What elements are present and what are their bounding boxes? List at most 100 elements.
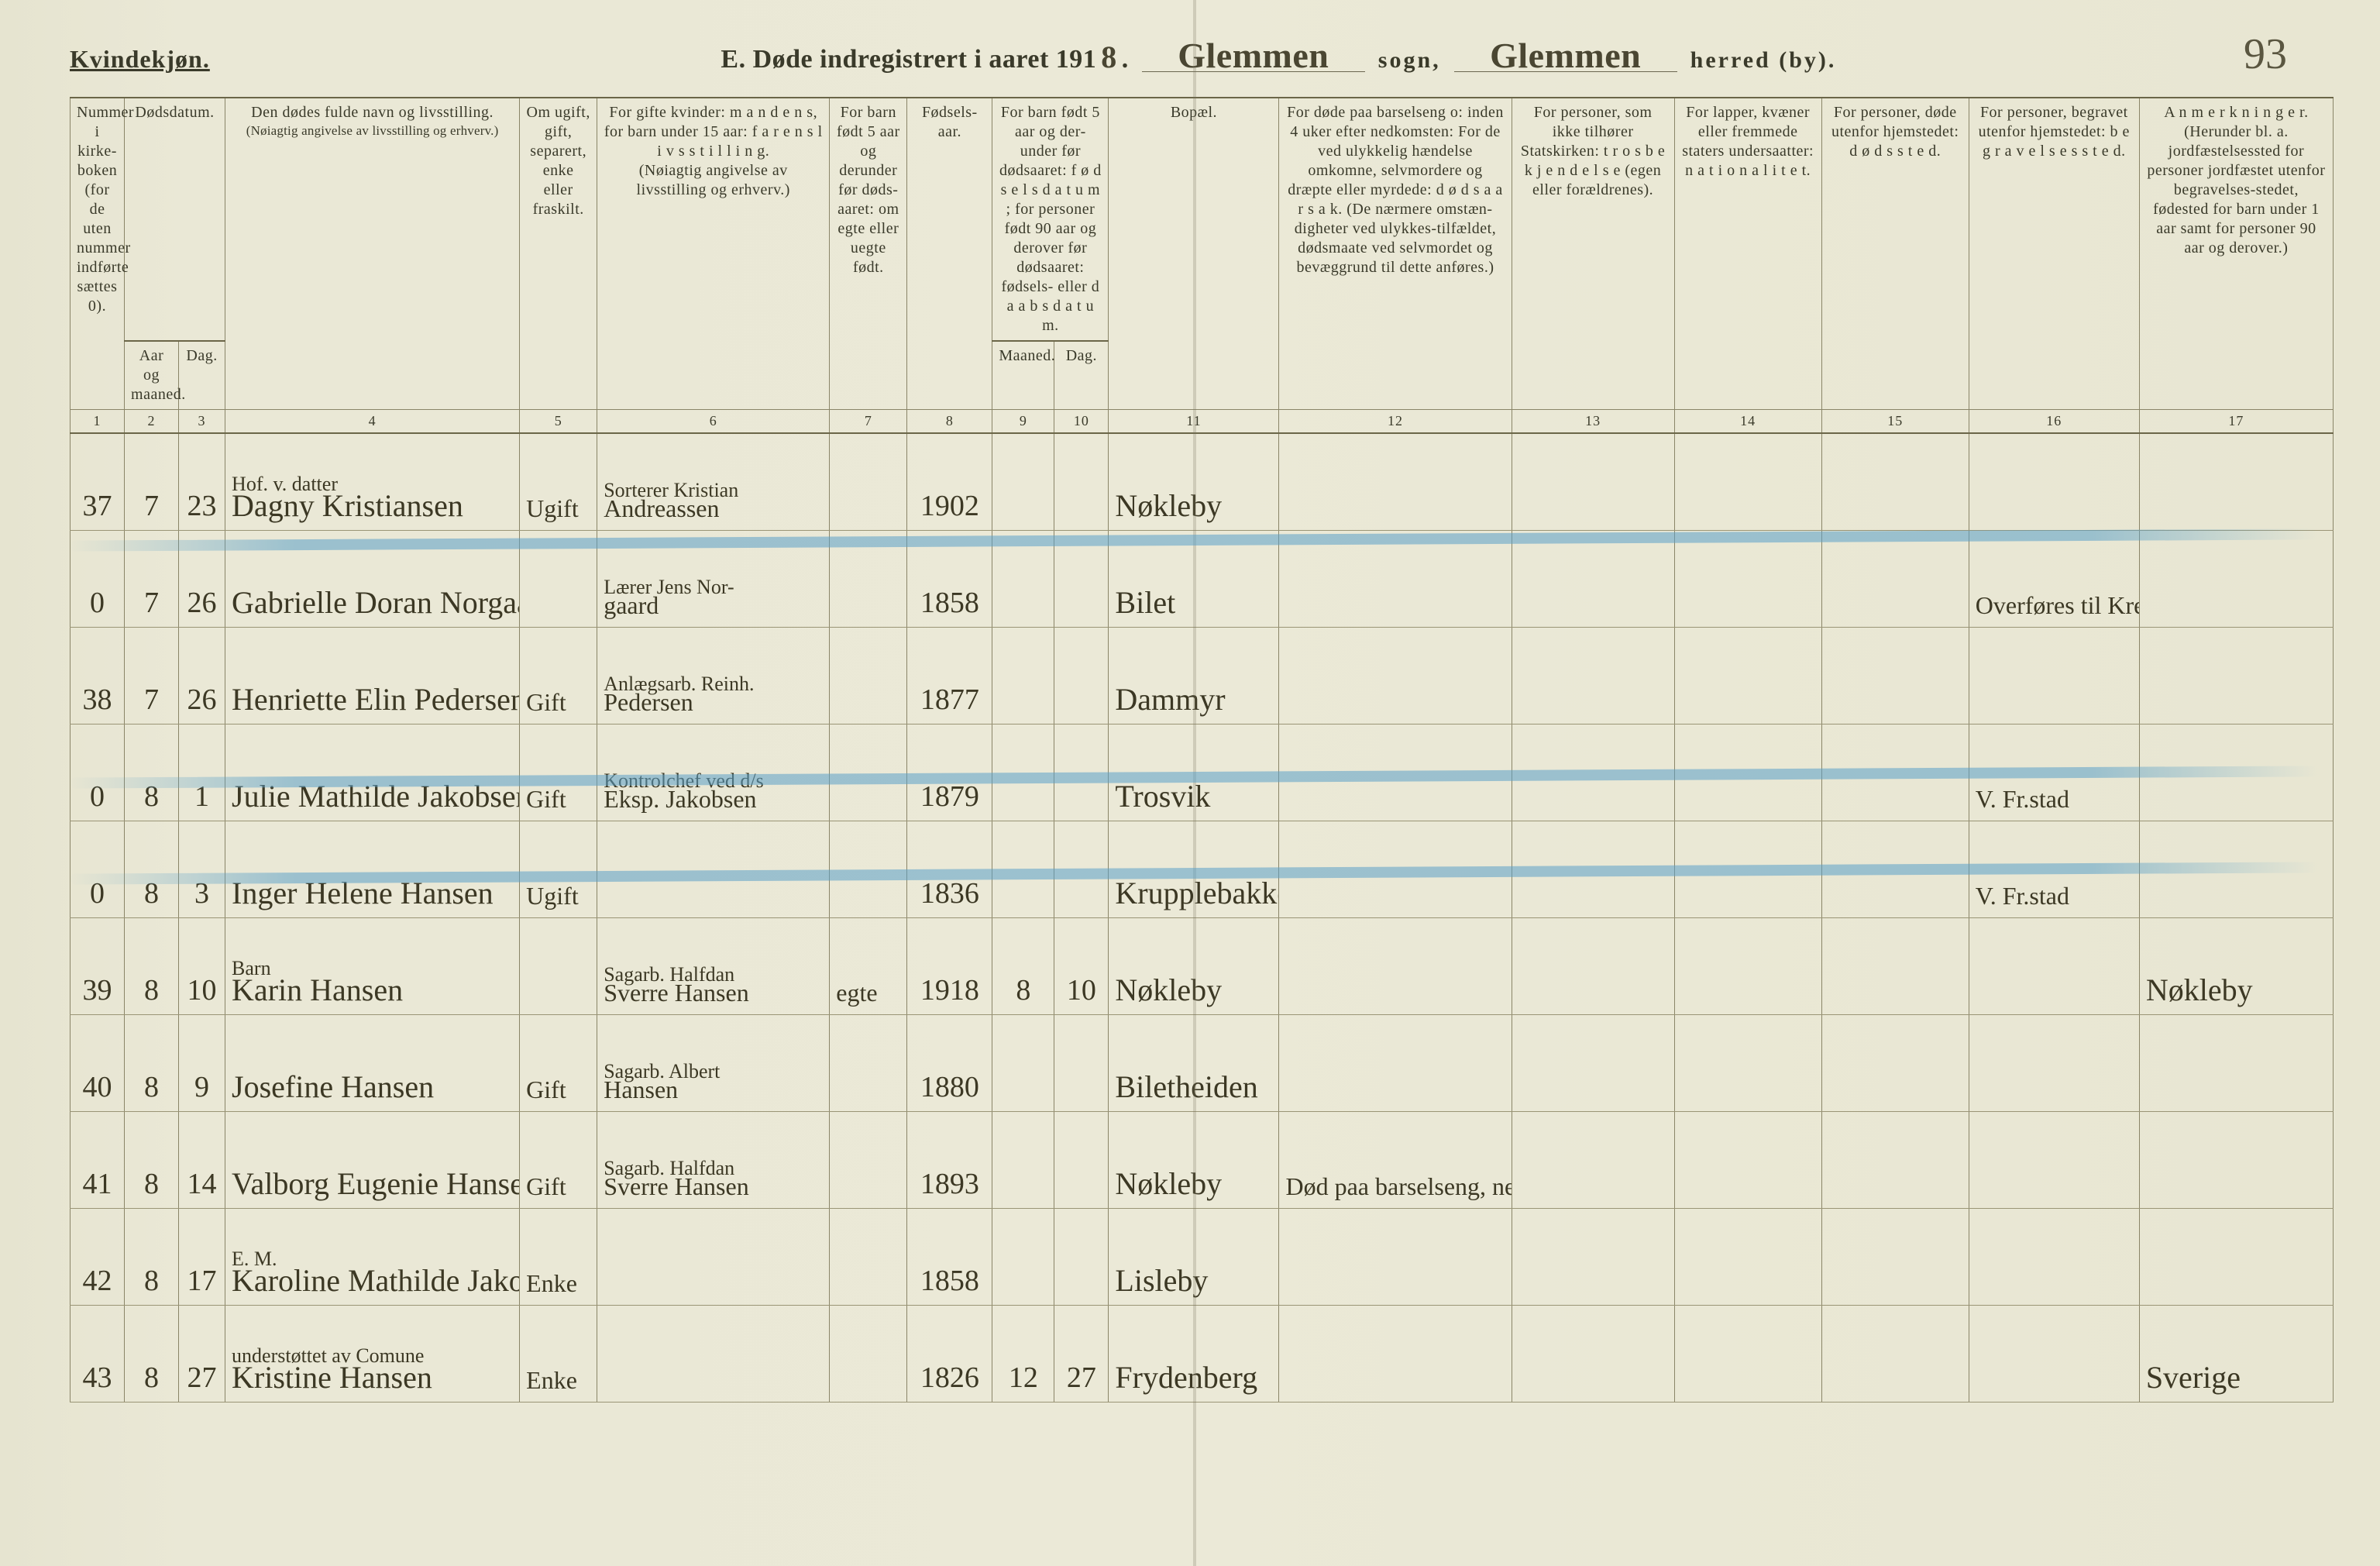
cell-text: Enke bbox=[526, 1269, 577, 1297]
table-cell bbox=[1821, 1306, 1969, 1403]
table-cell: Sorterer KristianAndreassen bbox=[597, 433, 830, 531]
table-cell: 14 bbox=[179, 1112, 225, 1209]
table-cell bbox=[597, 821, 830, 918]
col-header: For personer, døde utenfor hjemstedet: d… bbox=[1821, 98, 1969, 410]
table-cell: 1877 bbox=[907, 628, 992, 724]
cell-text: egte bbox=[836, 979, 877, 1007]
table-cell bbox=[1821, 724, 1969, 821]
cell-text: 27 bbox=[187, 1361, 217, 1394]
cell-text: Karoline Mathilde Jakobsen bbox=[232, 1263, 520, 1298]
table-cell bbox=[1054, 1015, 1109, 1112]
cell-text: Inger Helene Hansen bbox=[232, 876, 494, 910]
table-cell bbox=[992, 531, 1054, 628]
cell-text: 8 bbox=[144, 1361, 159, 1394]
column-numbers-row: 1234567891011121314151617 bbox=[71, 410, 2334, 434]
table-cell: 1893 bbox=[907, 1112, 992, 1209]
cell-text: 1902 bbox=[920, 490, 979, 522]
table-cell: 10 bbox=[179, 918, 225, 1015]
cell-text: 14 bbox=[187, 1168, 217, 1200]
table-cell bbox=[1054, 1112, 1109, 1209]
cell-text: 8 bbox=[144, 974, 159, 1007]
table-cell bbox=[830, 821, 907, 918]
table-cell bbox=[1512, 821, 1674, 918]
col-header: Fødsels-aar. bbox=[907, 98, 992, 410]
table-cell bbox=[1969, 1015, 2139, 1112]
table-cell bbox=[1821, 821, 1969, 918]
table-row: 4089Josefine HansenGiftSagarb. AlbertHan… bbox=[71, 1015, 2334, 1112]
table-cell bbox=[992, 1209, 1054, 1306]
cell-text: 42 bbox=[83, 1265, 112, 1297]
cell-text: 10 bbox=[1067, 974, 1096, 1007]
table-cell: 17 bbox=[179, 1209, 225, 1306]
table-cell: 3 bbox=[179, 821, 225, 918]
cell-text: 26 bbox=[187, 683, 217, 716]
table-cell bbox=[1821, 628, 1969, 724]
table-cell bbox=[1674, 1209, 1821, 1306]
col6-a: For gifte kvinder: m a n d e n s, bbox=[604, 103, 823, 122]
table-row: 0726Gabrielle Doran NorgaardLærer Jens N… bbox=[71, 531, 2334, 628]
cell-text: Sverige bbox=[2146, 1360, 2241, 1395]
cell-text: Dagny Kristiansen bbox=[232, 488, 463, 523]
cell-text: V. Fr.stad bbox=[1976, 785, 2069, 813]
table-cell bbox=[1969, 433, 2139, 531]
cell-text: Julie Mathilde Jakobsen bbox=[232, 779, 520, 814]
cell-text: 39 bbox=[83, 974, 112, 1007]
table-cell bbox=[2139, 1112, 2333, 1209]
col6-b: for barn under 15 aar: f a r e n s l i v… bbox=[604, 122, 823, 161]
table-cell: Josefine Hansen bbox=[225, 1015, 520, 1112]
col-header: Nummer i kirke-boken (for de uten nummer… bbox=[71, 98, 125, 410]
cell-text: Dammyr bbox=[1115, 682, 1225, 717]
column-number: 15 bbox=[1821, 410, 1969, 434]
table-cell bbox=[1279, 724, 1512, 821]
table-cell: 37 bbox=[71, 433, 125, 531]
col-header: For barn født 5 aar og der-under før død… bbox=[992, 98, 1109, 341]
column-number: 17 bbox=[2139, 410, 2333, 434]
col-header: For gifte kvinder: m a n d e n s, for ba… bbox=[597, 98, 830, 410]
table-cell bbox=[1821, 1112, 1969, 1209]
table-cell bbox=[1279, 628, 1512, 724]
table-cell: Valborg Eugenie Hansen bbox=[225, 1112, 520, 1209]
table-cell bbox=[1674, 918, 1821, 1015]
table-cell bbox=[992, 433, 1054, 531]
table-cell bbox=[1969, 628, 2139, 724]
table-cell bbox=[1279, 1015, 1512, 1112]
table-cell bbox=[1054, 821, 1109, 918]
cell-text: Nøkleby bbox=[1115, 972, 1222, 1007]
table-cell: 41 bbox=[71, 1112, 125, 1209]
table-cell bbox=[1054, 724, 1109, 821]
table-cell: 8 bbox=[125, 1112, 179, 1209]
table-cell: Ugift bbox=[520, 821, 597, 918]
table-cell bbox=[992, 724, 1054, 821]
table-cell: Gift bbox=[520, 1015, 597, 1112]
table-cell bbox=[1674, 1306, 1821, 1403]
table-cell: 8 bbox=[125, 1306, 179, 1403]
column-number: 5 bbox=[520, 410, 597, 434]
table-cell bbox=[1821, 1209, 1969, 1306]
column-number: 13 bbox=[1512, 410, 1674, 434]
cell-text: 40 bbox=[83, 1071, 112, 1103]
cell-text: Karin Hansen bbox=[232, 972, 403, 1007]
table-cell: 1858 bbox=[907, 1209, 992, 1306]
cell-text: Andreassen bbox=[604, 494, 719, 522]
table-cell bbox=[597, 1306, 830, 1403]
table-cell bbox=[1674, 724, 1821, 821]
table-cell bbox=[830, 1209, 907, 1306]
title-dot: . bbox=[1122, 45, 1129, 74]
table-cell bbox=[830, 724, 907, 821]
herred-fill: Glemmen bbox=[1454, 40, 1677, 72]
cell-text: Biletheiden bbox=[1115, 1069, 1257, 1104]
table-cell: 10 bbox=[1054, 918, 1109, 1015]
table-cell bbox=[520, 531, 597, 628]
table-cell: understøttet av ComuneKristine Hansen bbox=[225, 1306, 520, 1403]
herred-label: herred (by). bbox=[1690, 47, 1837, 73]
table-cell bbox=[520, 918, 597, 1015]
table-cell bbox=[830, 1306, 907, 1403]
col-header: For døde paa barselseng o: inden 4 uker … bbox=[1279, 98, 1512, 410]
table-cell bbox=[2139, 531, 2333, 628]
cell-text: Nøkleby bbox=[2146, 972, 2253, 1007]
cell-text: 9 bbox=[194, 1071, 209, 1103]
cell-text: 41 bbox=[83, 1168, 112, 1200]
cell-text: Hansen bbox=[604, 1076, 678, 1103]
table-cell: 43 bbox=[71, 1306, 125, 1403]
header-row: Kvindekjøn. E. Døde indregistrert i aare… bbox=[70, 39, 2334, 75]
